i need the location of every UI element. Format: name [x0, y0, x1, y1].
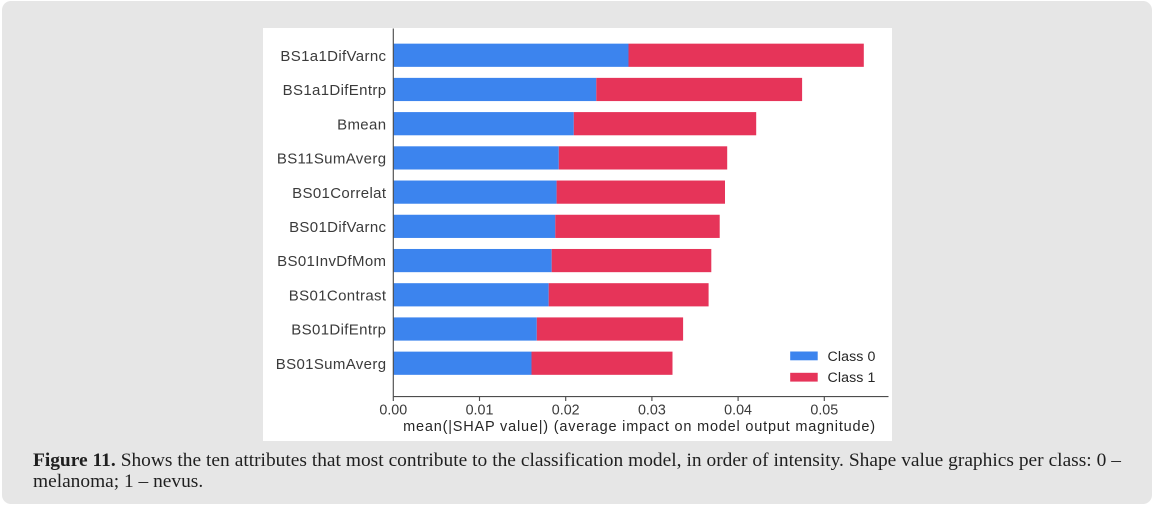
svg-text:0.03: 0.03 — [638, 402, 666, 418]
svg-text:Bmean: Bmean — [337, 116, 386, 133]
svg-text:BS11SumAverg: BS11SumAverg — [277, 151, 387, 168]
svg-text:BS01Correlat: BS01Correlat — [292, 185, 387, 202]
svg-text:0.00: 0.00 — [379, 402, 407, 418]
svg-text:0.04: 0.04 — [724, 402, 752, 418]
svg-text:BS01SumAverg: BS01SumAverg — [276, 356, 387, 373]
svg-text:BS01DifVarnc: BS01DifVarnc — [289, 219, 386, 236]
svg-text:mean(|SHAP value|) (average im: mean(|SHAP value|) (average impact on mo… — [403, 419, 876, 435]
svg-text:Class 0: Class 0 — [828, 349, 876, 365]
svg-text:Class 1: Class 1 — [828, 370, 876, 386]
svg-text:BS1a1DifEntrp: BS1a1DifEntrp — [283, 82, 387, 99]
svg-text:0.05: 0.05 — [810, 402, 838, 418]
svg-text:BS01InvDfMom: BS01InvDfMom — [277, 253, 386, 270]
svg-text:BS1a1DifVarnc: BS1a1DifVarnc — [280, 48, 386, 65]
svg-text:BS01DifEntrp: BS01DifEntrp — [291, 322, 386, 339]
svg-text:0.01: 0.01 — [466, 402, 494, 418]
svg-text:0.02: 0.02 — [552, 402, 580, 418]
svg-text:BS01Contrast: BS01Contrast — [289, 287, 387, 304]
